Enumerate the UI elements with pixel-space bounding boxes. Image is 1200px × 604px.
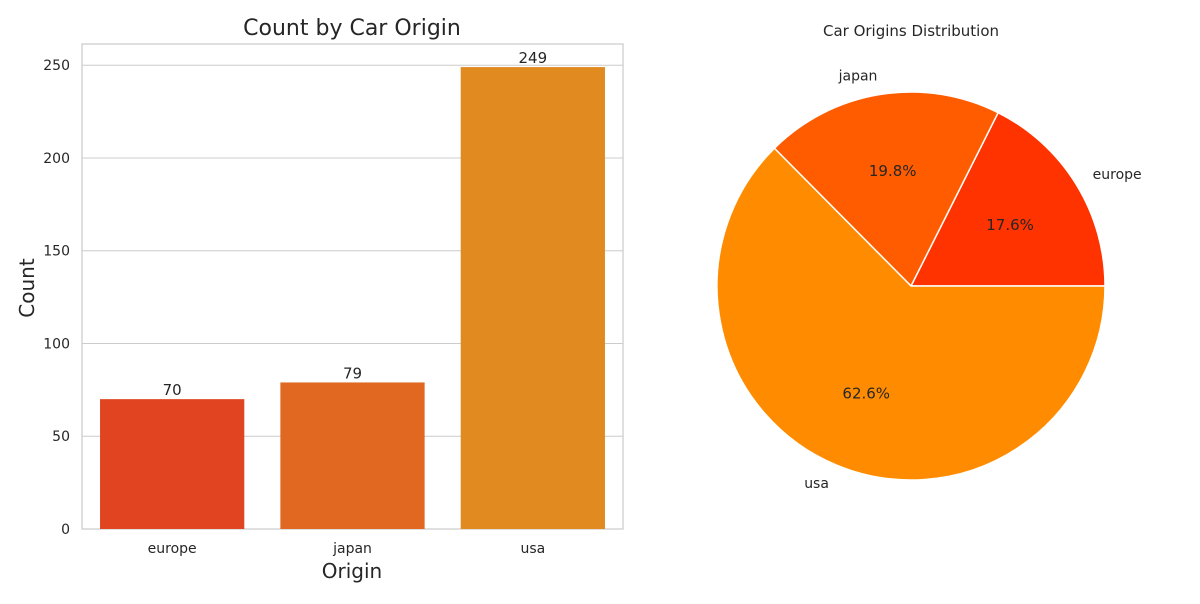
- bar-y-tick-label: 0: [61, 522, 70, 538]
- bar-x-tick-label: japan: [332, 541, 372, 557]
- bar-chart: 0 50 100 150 200 250 70 79 249 europe japan usa C…: [15, 16, 624, 583]
- bar-y-tick-label: 250: [43, 58, 70, 74]
- pie-label-usa: usa: [804, 476, 829, 492]
- bar-y-tick-label: 200: [43, 151, 70, 167]
- bar-x-axis-label: Origin: [322, 559, 382, 583]
- bar-data-labels: 70 79 249: [163, 49, 548, 399]
- pie-slice-japan: [773, 91, 999, 287]
- pie-label-europe: europe: [1093, 167, 1142, 183]
- pie-percent-label: 62.6%: [842, 384, 890, 402]
- bar-europe: [100, 399, 245, 529]
- bar-y-tick-label: 100: [43, 336, 70, 352]
- bar-y-ticks: 0 50 100 150 200 250: [43, 58, 70, 538]
- pie-label-japan: japan: [838, 68, 878, 84]
- bar-x-tick-label: europe: [148, 541, 197, 557]
- pie-percent-labels: 17.6% 19.8% 62.6%: [842, 162, 1033, 402]
- bar-japan: [280, 382, 425, 529]
- bar-y-tick-label: 150: [43, 244, 70, 260]
- pie-slice-usa: [716, 147, 1106, 481]
- pie-slice-europe: [910, 111, 1106, 287]
- bar-y-axis-label: Count: [15, 258, 39, 318]
- pie-slices: [716, 91, 1106, 481]
- bar-data-label: 249: [519, 49, 548, 67]
- bar-y-tick-label: 50: [52, 429, 70, 445]
- bar-x-tick-label: usa: [520, 541, 545, 557]
- bar-data-label: 70: [163, 381, 182, 399]
- pie-percent-label: 17.6%: [986, 216, 1034, 234]
- bar-usa: [460, 67, 605, 529]
- pie-chart-title: Car Origins Distribution: [823, 22, 999, 40]
- bar-chart-title: Count by Car Origin: [243, 16, 461, 41]
- pie-chart: Car Origins Distribution 17.6% 19.8% 62.6%…: [716, 22, 1142, 492]
- bar-data-label: 79: [343, 364, 362, 382]
- pie-category-labels: europe japan usa: [804, 68, 1141, 492]
- pie-percent-label: 19.8%: [869, 162, 917, 180]
- bar-marks: [100, 67, 605, 529]
- bar-x-ticks: europe japan usa: [148, 541, 546, 557]
